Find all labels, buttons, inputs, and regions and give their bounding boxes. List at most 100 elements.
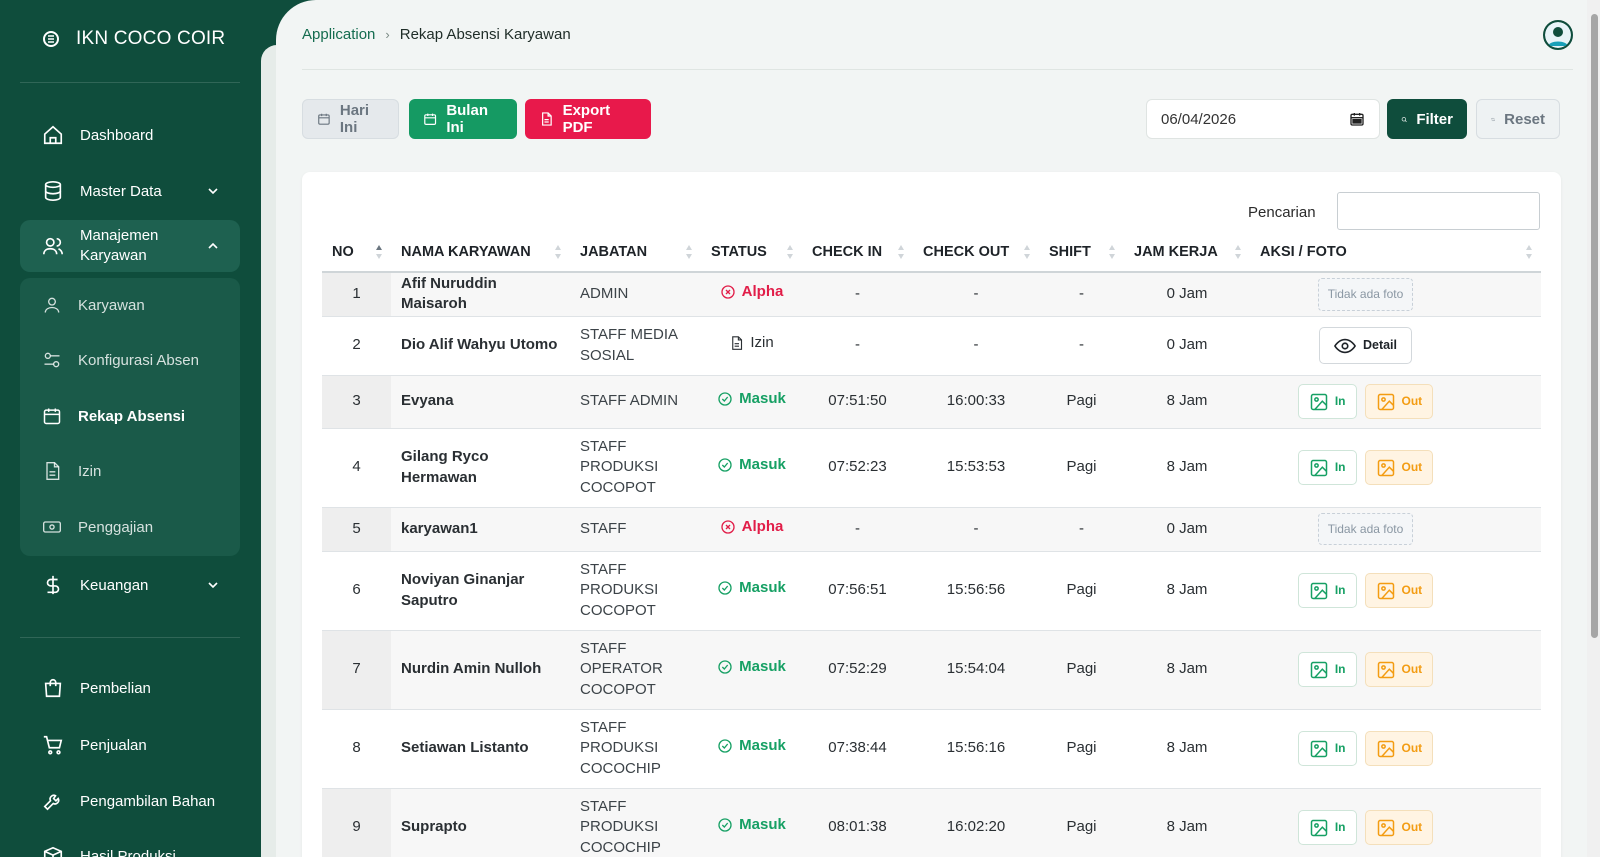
photo-out-button[interactable]: Out [1364,810,1434,845]
cell-name: Nurdin Amin Nulloh [391,630,570,710]
cell-shift: Pagi [1039,630,1124,710]
status-badge: Masuk [717,657,786,678]
cell-status: Alpha [701,272,802,317]
calendar-picker-icon[interactable] [1349,111,1365,127]
column-header[interactable]: CHECK OUT [913,232,1039,273]
sidebar-item-pengambilan-bahan[interactable]: Pengambilan Bahan [20,778,240,824]
export-pdf-button[interactable]: Export PDF [525,99,651,139]
sidebar-item-master-data[interactable]: Master Data [20,168,240,214]
header-divider [302,69,1573,70]
photo-out-button[interactable]: Out [1364,450,1434,485]
submenu-item-rekap-absensi[interactable]: Rekap Absensi [40,396,185,436]
date-input[interactable]: 06/04/2026 [1146,99,1380,139]
cell-name: Afif Nuruddin Maisaroh [391,272,570,317]
sort-icon [686,244,692,259]
cell-aksi: In Out [1250,788,1541,857]
submenu-item-label: Konfigurasi Absen [78,351,199,369]
table-row: 4 Gilang Ryco Hermawan STAFF PRODUKSI COCO… [322,428,1541,508]
sidebar-item-label: Manajemen Karyawan [80,227,159,264]
cell-jam-kerja: 8 Jam [1124,375,1250,429]
cart-icon [40,732,66,758]
submenu-item-label: Penggajian [78,518,154,536]
photo-in-button[interactable]: In [1297,810,1357,845]
money-icon [40,515,64,539]
column-header[interactable]: STATUS [701,232,802,273]
photo-in-button[interactable]: In [1297,652,1357,687]
cell-jabatan: STAFF OPERATOR COCOPOT [570,630,701,710]
sidebar-item-dashboard[interactable]: Dashboard [20,112,240,158]
cell-aksi: Tidak ada foto [1250,507,1541,552]
cell-check-in: 07:52:29 [802,630,913,710]
user-icon [40,293,64,317]
sidebar-item-hasil-produksi[interactable]: Hasil Produksi [20,833,240,857]
cell-check-out: - [913,316,1039,376]
today-button[interactable]: Hari Ini [302,99,399,139]
photo-out-button[interactable]: Out [1364,573,1434,608]
column-header[interactable]: JAM KERJA [1124,232,1250,273]
submenu-item-karyawan[interactable]: Karyawan [40,285,145,325]
image-icon [1377,740,1394,757]
sidebar-item-label: Keuangan [80,576,149,594]
column-header[interactable]: CHECK IN [802,232,913,273]
status-badge: Masuk [717,815,786,836]
cell-aksi: In Out [1250,630,1541,710]
sidebar-divider [20,637,240,638]
detail-button[interactable]: Detail [1318,327,1413,364]
photo-in-button[interactable]: In [1297,573,1357,608]
sidebar-item-pembelian[interactable]: Pembelian [20,665,240,711]
table-row: 5 karyawan1 STAFF Alpha - - -0 Jam Tidak ada fo… [322,507,1541,552]
photo-out-label: Out [1401,741,1423,756]
cell-name: Gilang Ryco Hermawan [391,428,570,508]
column-header[interactable]: JABATAN [570,232,701,273]
month-button[interactable]: Bulan Ini [409,99,517,139]
shopping-bag-icon [40,675,66,701]
avatar[interactable] [1543,20,1573,50]
column-header-label: CHECK IN [812,243,883,260]
column-header[interactable]: AKSI / FOTO [1250,232,1541,273]
x-circle-icon [720,520,735,534]
cell-check-in: 07:38:44 [802,709,913,789]
search-input[interactable] [1337,192,1540,230]
column-header[interactable]: SHIFT [1039,232,1124,273]
sidebar-item-penjualan[interactable]: Penjualan [20,722,240,768]
photo-in-button[interactable]: In [1297,731,1357,766]
column-header[interactable]: NAMA KARYAWAN [391,232,570,273]
scrollbar-thumb[interactable] [1591,14,1598,638]
filter-button[interactable]: Filter [1387,99,1467,139]
chevron-up-icon [208,242,218,249]
status-badge: Masuk [717,389,786,410]
submenu-item-izin[interactable]: Izin [40,451,101,491]
photo-in-button[interactable]: In [1297,384,1357,419]
search-icon [1401,116,1407,122]
sidebar-item-label: Hasil Produksi [80,847,176,857]
dollar-icon [40,572,66,598]
eye-icon [1333,338,1356,353]
reset-button[interactable]: Reset [1476,99,1560,139]
brand[interactable]: IKN COCO COIR [40,28,225,50]
cell-check-in: 07:51:50 [802,375,913,429]
status-badge: Masuk [717,455,786,476]
cell-jam-kerja: 8 Jam [1124,709,1250,789]
photo-out-button[interactable]: Out [1364,731,1434,766]
photo-out-label: Out [1401,583,1423,598]
chevron-down-icon [208,188,218,195]
sidebar-item-keuangan[interactable]: Keuangan [20,562,240,608]
sidebar-item-manajemen-karyawan[interactable]: Manajemen Karyawan [20,220,240,272]
cell-check-out: 16:02:20 [913,788,1039,857]
submenu-manajemen-karyawan: Karyawan Konfigurasi Absen Rekap Absensi… [20,278,240,556]
column-header[interactable]: NO [322,232,391,273]
cell-shift: Pagi [1039,551,1124,631]
submenu-item-penggajian[interactable]: Penggajian [40,507,153,547]
filter-label: Filter [1416,110,1453,128]
submenu-item-konfigurasi-absen[interactable]: Konfigurasi Absen [40,340,199,380]
photo-in-button[interactable]: In [1297,450,1357,485]
sort-icon [376,244,382,259]
cell-aksi: Tidak ada foto [1250,272,1541,317]
status-badge: Alpha [720,517,783,538]
status-label: Alpha [741,282,784,300]
sort-icon [787,244,793,259]
photo-out-button[interactable]: Out [1364,384,1434,419]
photo-out-button[interactable]: Out [1364,652,1434,687]
image-icon [1310,459,1328,476]
breadcrumb-link[interactable]: Application [302,26,376,43]
